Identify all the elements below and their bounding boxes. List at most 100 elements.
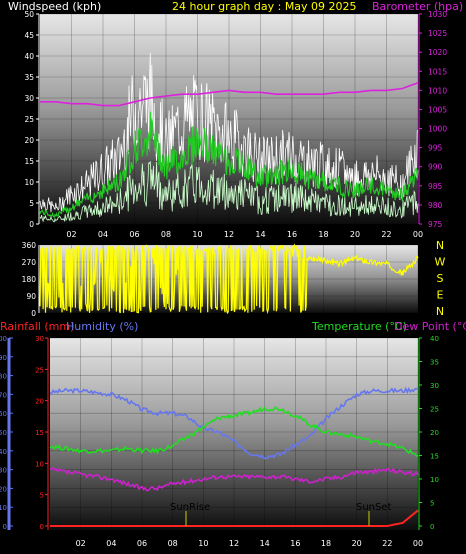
dew-point-title: Dew Point (°C) [394, 320, 466, 333]
temperature-y-tick-label: 10 [430, 476, 439, 484]
humidity-y-tick-label: 30 [0, 467, 7, 475]
barometer-y-tick-label: 985 [428, 182, 443, 191]
wind-y-tick-label: 35 [24, 73, 34, 82]
temperature-y-tick-label: 25 [430, 406, 439, 414]
wind-x-tick-label: 18 [318, 230, 328, 239]
direction-y-tick-label: 180 [22, 275, 37, 284]
wind-y-tick-label: 10 [24, 178, 34, 187]
humidity-series-line [49, 386, 419, 460]
wind-y-tick-label: 25 [24, 115, 34, 124]
temperature-y-tick-label: 0 [430, 523, 434, 531]
wind-x-tick-label: 22 [381, 230, 391, 239]
bottom-x-tick-label: 20 [352, 539, 362, 548]
humidity-y-tick-label: 50 [0, 429, 7, 437]
bottom-x-tick-label: 12 [229, 539, 239, 548]
average-wind-series-line [39, 111, 419, 219]
direction-y-tick-label: 270 [22, 258, 37, 267]
wind-y-tick-label: 0 [29, 220, 34, 229]
rainfall-y-tick-label: 5 [40, 492, 44, 500]
compass-label: E [437, 289, 444, 302]
windspeed-title: Windspeed (kph) [8, 0, 101, 13]
rainfall-y-tick-label: 15 [35, 429, 44, 437]
barometer-y-tick-label: 1000 [428, 125, 447, 134]
rainfall-y-tick-label: 25 [35, 366, 44, 374]
wind-y-tick-label: 30 [24, 94, 34, 103]
barometer-y-tick-label: 975 [428, 220, 443, 229]
barometer-y-tick-label: 980 [428, 201, 443, 210]
humidity-y-tick-label: 70 [0, 391, 7, 399]
compass-label: N [436, 305, 444, 318]
bottom-x-tick-label: 00 [413, 539, 423, 548]
compass-label: W [435, 256, 446, 269]
wind-y-tick-label: 20 [24, 136, 34, 145]
humidity-y-tick-label: 100 [0, 335, 7, 343]
bottom-x-tick-label: 06 [137, 539, 147, 548]
rainfall-y-tick-label: 30 [35, 335, 44, 343]
barometer-y-tick-label: 1010 [428, 86, 447, 95]
bottom-x-tick-label: 14 [260, 539, 270, 548]
wind-x-tick-label: 10 [192, 230, 202, 239]
barometer-y-tick-label: 990 [428, 163, 443, 172]
bottom-x-tick-label: 16 [290, 539, 300, 548]
bottom-x-tick-label: 18 [321, 539, 331, 548]
wind-y-tick-label: 45 [24, 31, 34, 40]
sunrise-label: SunRise [170, 502, 210, 513]
dew-point-series-line [49, 466, 419, 492]
temperature-y-tick-label: 30 [430, 382, 439, 390]
bottom-x-tick-label: 22 [382, 539, 392, 548]
rainfall-y-tick-label: 0 [40, 523, 44, 531]
wind-x-tick-label: 16 [287, 230, 297, 239]
temperature-y-tick-label: 35 [430, 359, 439, 367]
wind-y-tick-label: 50 [24, 10, 34, 19]
min-wind-series-line [39, 161, 419, 223]
barometer-title: Barometer (hpa) [372, 0, 463, 13]
graph-title: 24 hour graph day : May 09 2025 [172, 0, 357, 13]
rainfall-y-tick-label: 10 [35, 460, 44, 468]
barometer-y-tick-label: 1020 [428, 48, 447, 57]
temperature-y-tick-label: 15 [430, 453, 439, 461]
sunset-label: SunSet [356, 502, 392, 513]
humidity-y-tick-label: 80 [0, 373, 7, 381]
rainfall-series-line [50, 509, 419, 527]
barometer-series-line [40, 81, 419, 107]
wind-x-tick-label: 06 [129, 230, 139, 239]
compass-label: N [436, 239, 444, 252]
rainfall-title: Rainfall (mm) [0, 320, 74, 333]
barometer-y-tick-label: 1025 [428, 29, 447, 38]
temperature-series-line [49, 406, 419, 457]
bottom-panel-background [50, 338, 418, 530]
barometer-y-tick-label: 995 [428, 144, 443, 153]
rainfall-y-tick-label: 20 [35, 398, 44, 406]
bottom-x-tick-label: 08 [168, 539, 178, 548]
wind-x-tick-label: 08 [161, 230, 171, 239]
bottom-x-tick-label: 04 [106, 539, 116, 548]
humidity-y-tick-label: 60 [0, 410, 7, 418]
wind-x-tick-label: 12 [224, 230, 234, 239]
wind-y-tick-label: 15 [24, 157, 34, 166]
direction-series-line [39, 243, 419, 315]
bottom-x-tick-label: 10 [198, 539, 208, 548]
humidity-y-tick-label: 10 [0, 504, 7, 512]
direction-y-tick-label: 0 [31, 309, 36, 318]
temperature-title: Temperature (°C) [311, 320, 407, 333]
wind-x-tick-label: 00 [413, 230, 423, 239]
humidity-title: Humidity (%) [66, 320, 138, 333]
temperature-y-tick-label: 20 [430, 429, 439, 437]
barometer-y-tick-label: 1015 [428, 67, 447, 76]
barometer-y-tick-label: 1030 [428, 10, 447, 19]
compass-label: S [437, 272, 444, 285]
wind-x-tick-label: 14 [255, 230, 265, 239]
barometer-y-tick-label: 1005 [428, 105, 447, 114]
humidity-y-tick-label: 0 [3, 523, 7, 531]
direction-y-tick-label: 360 [22, 241, 37, 250]
wind-x-tick-label: 02 [66, 230, 76, 239]
temperature-y-tick-label: 40 [430, 335, 439, 343]
humidity-y-tick-label: 40 [0, 448, 7, 456]
wind-y-tick-label: 5 [29, 199, 34, 208]
wind-y-tick-label: 40 [24, 52, 34, 61]
bottom-x-tick-label: 02 [76, 539, 86, 548]
humidity-y-tick-label: 90 [0, 354, 7, 362]
humidity-y-tick-label: 20 [0, 485, 7, 493]
